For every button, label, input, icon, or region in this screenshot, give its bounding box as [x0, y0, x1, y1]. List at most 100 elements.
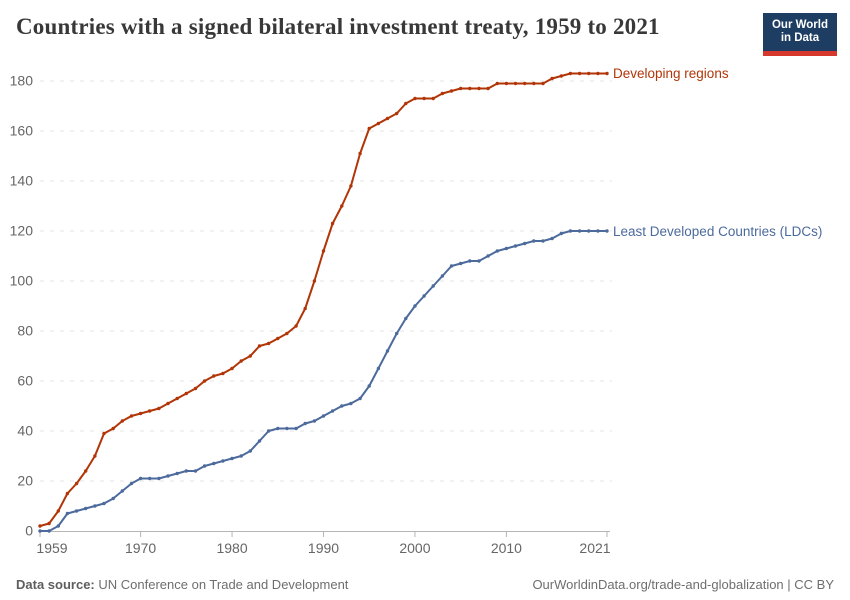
data-point[interactable]: [550, 76, 554, 81]
data-point[interactable]: [221, 371, 225, 376]
data-point[interactable]: [358, 396, 362, 401]
data-point[interactable]: [111, 426, 115, 431]
data-point[interactable]: [376, 366, 381, 371]
data-point[interactable]: [102, 431, 106, 436]
data-point[interactable]: [266, 341, 271, 346]
data-point[interactable]: [212, 461, 216, 466]
data-point[interactable]: [257, 344, 262, 348]
data-point[interactable]: [111, 496, 115, 501]
data-point[interactable]: [56, 509, 60, 513]
data-point[interactable]: [495, 249, 499, 253]
data-point[interactable]: [477, 86, 481, 91]
data-point[interactable]: [239, 359, 243, 363]
data-point[interactable]: [532, 239, 536, 243]
data-point[interactable]: [587, 229, 591, 233]
data-point[interactable]: [523, 81, 527, 86]
series-label-developing-regions[interactable]: Developing regions: [613, 66, 729, 81]
data-point[interactable]: [84, 506, 88, 511]
data-point[interactable]: [459, 261, 463, 266]
data-point[interactable]: [367, 126, 371, 131]
data-point[interactable]: [148, 476, 152, 481]
data-point[interactable]: [47, 529, 51, 533]
data-point[interactable]: [559, 74, 563, 78]
data-point[interactable]: [395, 111, 399, 116]
data-point[interactable]: [596, 229, 600, 233]
data-point[interactable]: [541, 239, 545, 243]
data-point[interactable]: [330, 221, 335, 226]
data-point[interactable]: [74, 509, 79, 513]
data-point[interactable]: [38, 524, 42, 528]
data-point[interactable]: [541, 81, 545, 86]
data-point[interactable]: [294, 426, 298, 431]
data-point[interactable]: [38, 529, 42, 533]
data-point[interactable]: [248, 354, 252, 358]
data-point[interactable]: [248, 449, 252, 453]
credit-link[interactable]: OurWorldinData.org/trade-and-globalizati…: [532, 577, 834, 592]
data-point[interactable]: [340, 404, 344, 408]
data-point[interactable]: [504, 246, 509, 251]
data-point[interactable]: [129, 414, 134, 418]
data-point[interactable]: [157, 406, 161, 411]
data-point[interactable]: [340, 204, 344, 208]
data-point[interactable]: [102, 501, 106, 506]
data-point[interactable]: [449, 264, 454, 268]
data-point[interactable]: [303, 421, 307, 426]
data-point[interactable]: [84, 469, 88, 473]
data-point[interactable]: [148, 409, 152, 413]
data-point[interactable]: [257, 439, 262, 443]
data-point[interactable]: [93, 454, 97, 458]
data-point[interactable]: [568, 229, 573, 233]
data-point[interactable]: [120, 419, 125, 423]
data-point[interactable]: [385, 349, 390, 353]
data-point[interactable]: [422, 294, 426, 298]
data-point[interactable]: [413, 304, 417, 308]
data-point[interactable]: [184, 391, 188, 396]
data-point[interactable]: [230, 366, 234, 371]
data-point[interactable]: [440, 91, 445, 96]
data-point[interactable]: [321, 414, 326, 418]
data-point[interactable]: [65, 491, 70, 496]
data-point[interactable]: [477, 259, 481, 263]
data-point[interactable]: [550, 236, 554, 241]
data-point[interactable]: [459, 86, 463, 91]
data-point[interactable]: [212, 374, 216, 378]
data-point[interactable]: [138, 411, 143, 416]
data-point[interactable]: [193, 386, 198, 391]
data-point[interactable]: [385, 116, 390, 121]
data-point[interactable]: [532, 81, 536, 86]
data-point[interactable]: [93, 504, 97, 508]
data-point[interactable]: [504, 81, 509, 86]
data-point[interactable]: [468, 259, 472, 263]
data-point[interactable]: [596, 71, 600, 76]
data-point[interactable]: [349, 401, 353, 406]
data-point[interactable]: [175, 396, 179, 401]
data-point[interactable]: [349, 184, 353, 188]
data-point[interactable]: [367, 384, 371, 388]
data-point[interactable]: [312, 279, 317, 283]
data-point[interactable]: [294, 324, 298, 328]
data-point[interactable]: [47, 521, 51, 526]
data-point[interactable]: [184, 469, 188, 473]
data-point[interactable]: [321, 249, 326, 253]
data-point[interactable]: [422, 96, 426, 101]
data-point[interactable]: [202, 464, 207, 468]
data-point[interactable]: [266, 429, 271, 433]
data-point[interactable]: [605, 71, 609, 76]
data-point[interactable]: [513, 244, 518, 248]
data-point[interactable]: [166, 401, 170, 406]
data-point[interactable]: [404, 101, 408, 106]
data-point[interactable]: [413, 96, 417, 101]
data-point[interactable]: [330, 409, 335, 413]
data-point[interactable]: [431, 284, 435, 288]
data-point[interactable]: [523, 241, 527, 246]
data-point[interactable]: [605, 229, 609, 233]
data-point[interactable]: [166, 474, 170, 478]
data-point[interactable]: [577, 229, 582, 233]
data-point[interactable]: [568, 71, 573, 76]
data-point[interactable]: [129, 481, 134, 486]
data-point[interactable]: [404, 316, 408, 321]
data-point[interactable]: [276, 336, 280, 341]
data-point[interactable]: [431, 96, 435, 101]
